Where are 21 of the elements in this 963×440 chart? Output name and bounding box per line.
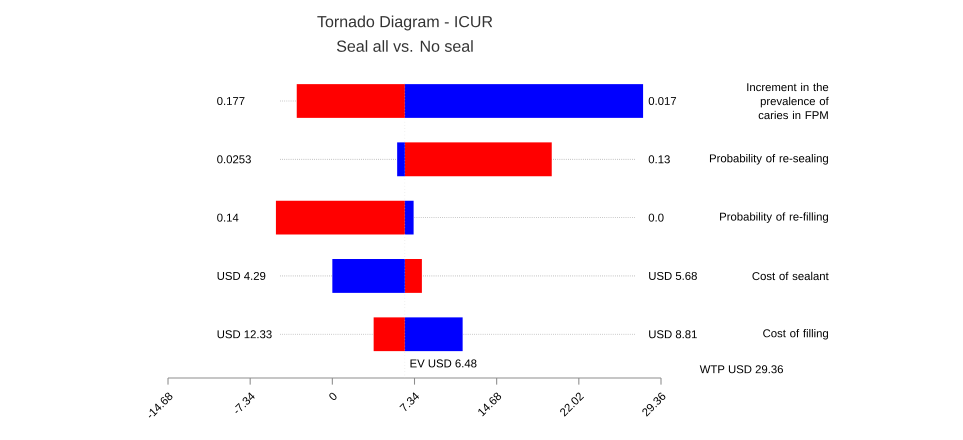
annotation: 0.13 bbox=[648, 155, 670, 164]
y-tick-label: Increment in the prevalence of caries in FPM bbox=[747, 82, 829, 120]
annotation: USD 5.68 bbox=[649, 272, 697, 280]
annotation: 0.017 bbox=[648, 96, 676, 106]
annotation: USD 4.29 bbox=[218, 272, 266, 280]
text: WTP USD 29.36 bbox=[700, 365, 783, 374]
y-tick-label: Cost of filling bbox=[763, 328, 828, 340]
annotation: 0.177 bbox=[217, 96, 245, 106]
y-tick-label: Probability of re-filling bbox=[720, 212, 828, 223]
annotation: USD 12.33 bbox=[218, 330, 272, 338]
chart-subtitle: Seal all vs. No seal bbox=[336, 40, 473, 52]
annotation: USD 8.81 bbox=[649, 330, 697, 338]
ref-line-label: EV USD 6.48 bbox=[410, 359, 476, 368]
chart-title: Tornado Diagram - ICUR bbox=[317, 16, 492, 30]
annotation: 0.0253 bbox=[217, 155, 251, 164]
annotation: 0.14 bbox=[217, 214, 238, 222]
annotation: 0.0 bbox=[648, 214, 664, 222]
y-tick-label: Probability of re-sealing bbox=[710, 154, 828, 165]
x-tick-label: 7.34 bbox=[399, 392, 420, 412]
x-tick-label: 0 bbox=[329, 392, 337, 400]
y-tick-label: Cost of sealant bbox=[752, 272, 829, 280]
